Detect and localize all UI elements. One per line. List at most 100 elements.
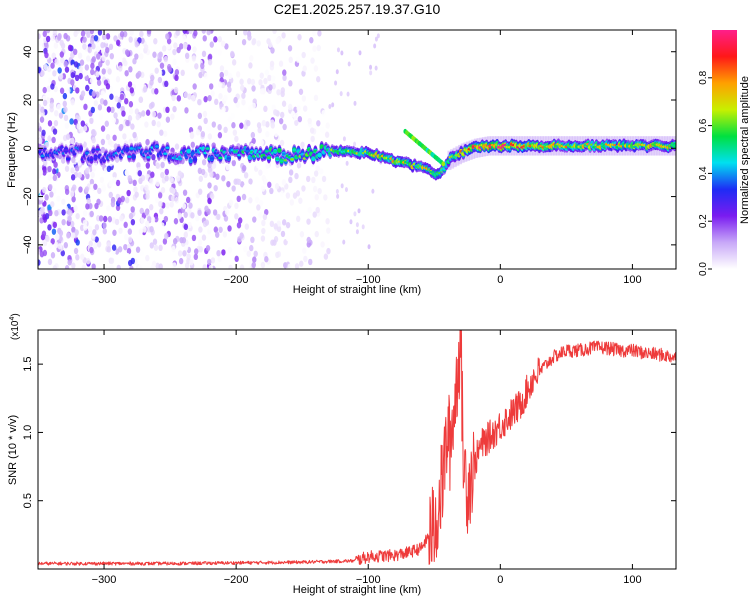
heatmap-cell [224, 208, 230, 216]
heatmap-cell [209, 41, 214, 48]
heatmap-cell [221, 175, 226, 182]
heatmap-cell [56, 195, 61, 202]
heatmap-cell [263, 168, 268, 175]
heatmap-cell [316, 44, 321, 52]
heatmap-cell [117, 197, 122, 204]
heatmap-cell [69, 190, 75, 197]
heatmap-cell [306, 218, 311, 225]
heatmap-cell [77, 52, 83, 59]
heatmap-cell [269, 60, 275, 67]
heatmap-cell [339, 91, 343, 97]
heatmap-cell [97, 104, 103, 111]
heatmap-cell [159, 129, 164, 136]
heatmap-cell [312, 211, 317, 218]
heatmap-cell [289, 199, 295, 206]
heatmap-cell [145, 109, 151, 116]
heatmap-cell [326, 227, 331, 234]
heatmap-cell [219, 65, 225, 72]
heatmap-cell [277, 149, 282, 152]
heatmap-cell [78, 186, 83, 193]
heatmap-cell [270, 75, 276, 82]
heatmap-cell [258, 199, 264, 207]
heatmap-cell [164, 232, 169, 240]
heatmap-cell [251, 137, 256, 145]
heatmap-cell [58, 112, 64, 119]
heatmap-cell [208, 264, 214, 269]
heatmap-cell [230, 50, 235, 58]
heatmap-cell [97, 30, 103, 36]
heatmap-cell [266, 156, 272, 159]
heatmap-cell [252, 216, 257, 223]
heatmap-cell [89, 210, 94, 218]
heatmap-cell [47, 120, 53, 127]
snr-y-ticks: 0.5 1.0 1.5 [22, 356, 676, 508]
heatmap-cell [234, 255, 239, 263]
heatmap-cell [279, 159, 284, 163]
heatmap-cell [273, 150, 278, 153]
heatmap-cell [207, 133, 213, 140]
heatmap-cell [113, 35, 118, 42]
heatmap-cell [273, 109, 278, 116]
heatmap-cell [261, 119, 267, 127]
heatmap-cell [122, 133, 127, 140]
heatmap-cell [274, 183, 280, 190]
heatmap-cell [129, 265, 134, 269]
heatmap-cell [226, 157, 231, 160]
heatmap-cell [244, 223, 250, 230]
heatmap-cell [85, 203, 90, 210]
heatmap-cell [112, 134, 117, 141]
heatmap-cell [207, 197, 212, 205]
heatmap-cell [186, 149, 191, 153]
heatmap-cell [44, 42, 49, 50]
heatmap-cell [235, 71, 241, 78]
heatmap-cell [160, 186, 166, 194]
heatmap-cell [239, 232, 244, 239]
heatmap-cell [125, 148, 130, 151]
heatmap-cell [50, 252, 56, 259]
heatmap-cell [87, 46, 92, 54]
heatmap-cell [208, 224, 213, 231]
heatmap-cell [154, 215, 159, 223]
heatmap-cell [137, 170, 142, 177]
heatmap-cell [298, 167, 303, 174]
heatmap-cell [181, 34, 187, 42]
heatmap-cell [127, 81, 133, 88]
heatmap-cell [220, 40, 226, 47]
y-tick-label: 0 [22, 145, 34, 151]
heatmap-cell [217, 123, 222, 131]
heatmap-cell [355, 229, 359, 235]
heatmap-cell [146, 156, 151, 159]
heatmap-cell [84, 186, 90, 193]
heatmap-cell [248, 197, 253, 204]
heatmap-cell [160, 161, 165, 169]
heatmap-cell [216, 213, 221, 221]
heatmap-cell [67, 259, 72, 266]
heatmap-cell [54, 58, 59, 65]
heatmap-cell [118, 124, 123, 132]
heatmap-cell [346, 91, 350, 97]
heatmap-cell [113, 112, 118, 119]
heatmap-cell [190, 141, 195, 148]
heatmap-cell [324, 240, 329, 247]
heatmap-cell [46, 85, 51, 93]
heatmap-cell [50, 34, 56, 42]
heatmap-cell [70, 167, 75, 174]
heatmap-cell [309, 127, 315, 134]
heatmap-cell [47, 135, 52, 142]
heatmap-cell [80, 30, 86, 37]
heatmap-cell [172, 105, 177, 113]
heatmap-cell [206, 30, 211, 36]
heatmap-cell [59, 39, 64, 47]
heatmap-cell [154, 88, 159, 95]
heatmap-cell [110, 106, 115, 114]
heatmap-cell [91, 137, 96, 144]
heatmap-cell [269, 220, 275, 228]
heatmap-cell [106, 106, 112, 113]
heatmap-cell [181, 236, 187, 244]
heatmap-cell [38, 33, 41, 40]
heatmap-cell [49, 191, 54, 198]
heatmap-cell [288, 103, 293, 111]
heatmap-cell [75, 239, 80, 246]
heatmap-cell [75, 212, 80, 220]
heatmap-cell [44, 51, 49, 59]
